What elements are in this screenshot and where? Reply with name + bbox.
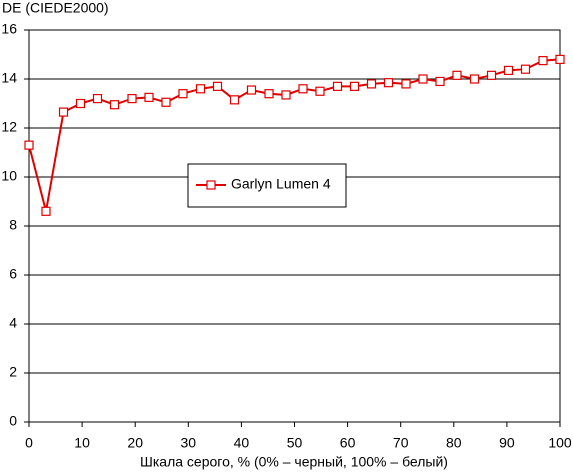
data-point	[486, 70, 497, 80]
data-point	[161, 97, 171, 107]
y-tick-label: 12	[1, 119, 17, 135]
y-tick-label: 0	[9, 413, 17, 429]
x-tick-label: 90	[499, 435, 515, 451]
data-point	[469, 74, 480, 84]
y-tick-label: 8	[9, 217, 17, 233]
data-point	[281, 90, 291, 100]
data-point	[555, 54, 565, 65]
data-point	[246, 85, 257, 95]
data-point	[401, 79, 411, 89]
data-point	[503, 65, 514, 76]
y-tick-label: 4	[9, 315, 17, 331]
legend-marker	[206, 180, 216, 190]
data-point	[298, 84, 308, 94]
data-point	[75, 98, 86, 109]
data-point	[144, 92, 154, 102]
data-point	[418, 74, 428, 84]
x-tick-label: 10	[74, 435, 90, 451]
data-point	[435, 76, 445, 87]
x-tick-label: 100	[548, 435, 572, 451]
data-point	[520, 64, 531, 74]
data-point	[58, 107, 69, 117]
data-point	[212, 81, 223, 91]
data-point	[264, 89, 274, 99]
x-tick-label: 0	[25, 435, 33, 451]
data-point	[92, 93, 103, 104]
x-tick-label: 50	[287, 435, 303, 451]
y-axis-label: DE (CIEDE2000)	[2, 0, 109, 16]
y-tick-label: 2	[9, 364, 17, 380]
y-tick-label: 6	[9, 266, 17, 282]
plot-frame	[28, 29, 561, 423]
x-tick-label: 60	[340, 435, 356, 451]
data-point	[229, 95, 240, 105]
y-tick-label: 10	[1, 168, 17, 184]
data-point	[538, 56, 548, 66]
data-point	[332, 81, 343, 91]
y-tick-label: 14	[1, 70, 17, 86]
x-axis-label: Шкала серого, % (0% – черный, 100% – бел…	[140, 454, 448, 470]
data-point	[366, 79, 377, 89]
data-point	[315, 86, 325, 96]
data-point	[127, 93, 137, 104]
x-tick-label: 40	[234, 435, 250, 451]
data-point	[41, 206, 51, 216]
data-point	[24, 140, 34, 150]
data-point	[178, 89, 188, 99]
x-tick-label: 30	[181, 435, 197, 451]
y-tick-label: 16	[1, 21, 17, 37]
x-tick-label: 20	[127, 435, 143, 451]
data-point	[452, 70, 462, 80]
data-point	[383, 78, 394, 88]
data-point	[195, 84, 206, 94]
data-point	[109, 100, 120, 110]
x-tick-label: 80	[446, 435, 462, 451]
data-point	[349, 81, 360, 91]
legend-label: Garlyn Lumen 4	[231, 176, 331, 192]
x-tick-label: 70	[393, 435, 409, 451]
